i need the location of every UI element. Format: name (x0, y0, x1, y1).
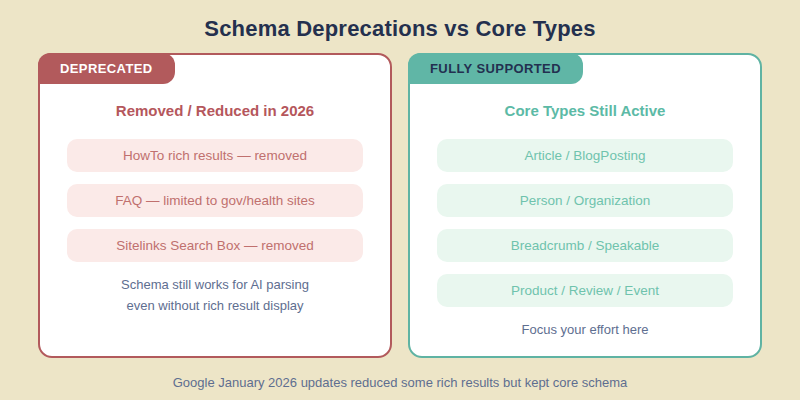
list-item: Breadcrumb / Speakable (437, 229, 733, 262)
footer-caption: Google January 2026 updates reduced some… (0, 375, 800, 390)
list-item: Sitelinks Search Box — removed (67, 229, 363, 262)
supported-heading: Core Types Still Active (410, 102, 760, 119)
list-item: FAQ — limited to gov/health sites (67, 184, 363, 217)
list-item: Product / Review / Event (437, 274, 733, 307)
supported-badge: FULLY SUPPORTED (408, 53, 583, 84)
list-item: Person / Organization (437, 184, 733, 217)
list-item: HowTo rich results — removed (67, 139, 363, 172)
panel-deprecated: DEPRECATED Removed / Reduced in 2026 How… (38, 53, 392, 358)
supported-item-list: Article / BlogPosting Person / Organizat… (437, 139, 733, 307)
deprecated-badge: DEPRECATED (38, 53, 175, 84)
list-item: Article / BlogPosting (437, 139, 733, 172)
deprecated-note-line1: Schema still works for AI parsing (40, 274, 390, 295)
deprecated-note: Schema still works for AI parsing even w… (40, 274, 390, 316)
deprecated-item-list: HowTo rich results — removed FAQ — limit… (67, 139, 363, 262)
supported-note-line1: Focus your effort here (410, 319, 760, 340)
deprecated-heading: Removed / Reduced in 2026 (40, 102, 390, 119)
supported-note: Focus your effort here (410, 319, 760, 340)
comparison-panels: DEPRECATED Removed / Reduced in 2026 How… (38, 53, 762, 358)
deprecated-note-line2: even without rich result display (40, 295, 390, 316)
panel-supported: FULLY SUPPORTED Core Types Still Active … (408, 53, 762, 358)
page-title: Schema Deprecations vs Core Types (0, 0, 800, 42)
